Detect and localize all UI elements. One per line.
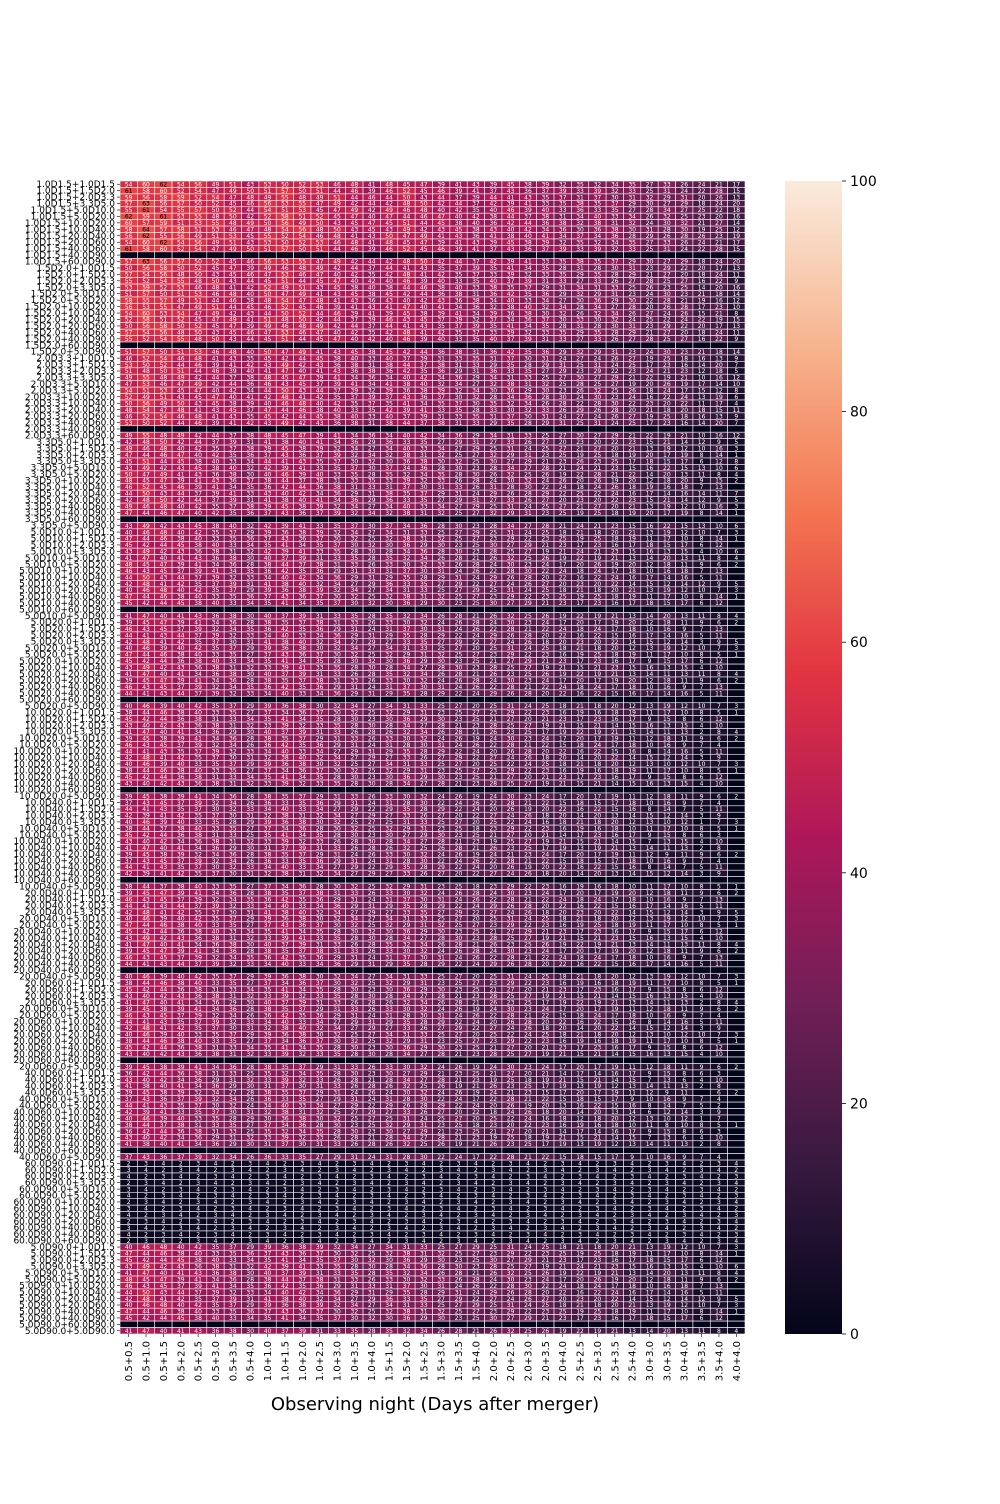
heatmap-cell — [727, 605, 746, 613]
heatmap-cell — [727, 786, 746, 794]
heatmap-cell — [727, 696, 746, 704]
heatmap-cell — [727, 992, 746, 1000]
heatmap-cell — [727, 869, 746, 877]
heatmap-cell — [727, 721, 746, 729]
heatmap-cell — [727, 876, 746, 884]
heatmap-cell — [727, 1024, 746, 1032]
heatmap-cell — [727, 805, 746, 813]
heatmap-cell — [727, 1050, 746, 1058]
heatmap-cell — [727, 934, 746, 942]
heatmap-cell — [727, 811, 746, 819]
heatmap-cell — [727, 663, 746, 671]
heatmap-cell — [727, 631, 746, 639]
heatmap-cells — [119, 180, 746, 1335]
heatmap-cell — [727, 747, 746, 755]
heatmap-cell — [727, 573, 746, 581]
heatmap-cell — [727, 902, 746, 910]
heatmap-cell — [727, 689, 746, 697]
heatmap-cell — [727, 779, 746, 787]
heatmap-cell — [727, 1056, 746, 1064]
heatmap-cell — [727, 844, 746, 852]
heatmap-cell — [727, 966, 746, 974]
heatmap-cell — [727, 960, 746, 968]
heatmap-cell — [727, 753, 746, 762]
heatmap-cell — [727, 863, 746, 871]
heatmap-cell — [727, 1018, 746, 1026]
heatmap-cell — [727, 837, 746, 845]
